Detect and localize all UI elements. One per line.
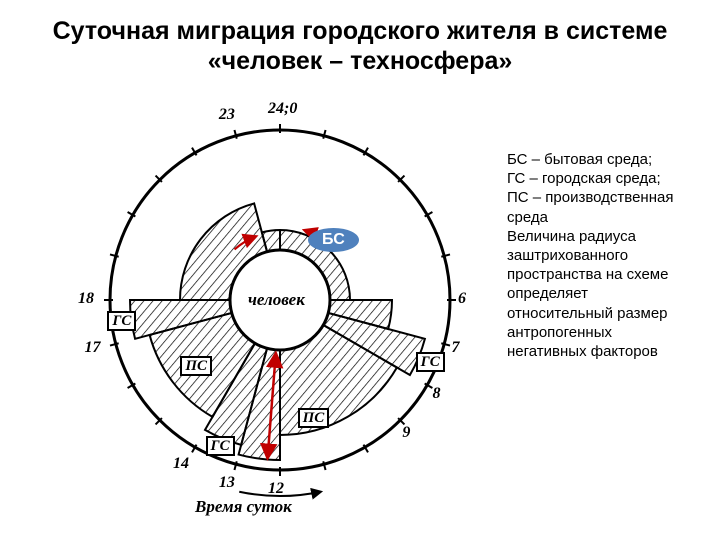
bs-badge: БС <box>308 228 359 252</box>
hour-label-12: 12 <box>268 480 284 498</box>
center-label: человек <box>248 290 305 310</box>
hour-label-17: 17 <box>84 339 100 357</box>
region-box-ПС-3: ПС <box>180 356 212 377</box>
region-box-ГС-2: ГС <box>206 436 235 457</box>
slide-title: Суточная миграция городского жителя в си… <box>40 16 680 76</box>
bs-badge-text: БС <box>322 231 345 248</box>
time-caption: Время суток <box>195 497 292 517</box>
slide: Суточная миграция городского жителя в си… <box>0 0 720 540</box>
hour-label-7: 7 <box>452 339 460 357</box>
hour-label-18: 18 <box>78 290 94 308</box>
clock-diagram: человек БС Время суток 24;06789121314171… <box>80 115 480 525</box>
hour-label-23: 23 <box>219 106 235 124</box>
hour-label-9: 9 <box>402 424 410 442</box>
hour-label-13: 13 <box>219 474 235 492</box>
region-box-ПС-1: ПС <box>298 408 330 429</box>
region-box-ГС-0: ГС <box>416 352 445 373</box>
diagram-svg <box>80 115 480 525</box>
hour-label-14: 14 <box>173 455 189 473</box>
legend-text: БС – бытовая среда;ГС – городская среда;… <box>507 150 682 361</box>
region-box-ГС-4: ГС <box>107 311 136 332</box>
hour-label-0: 24;0 <box>268 100 297 118</box>
hour-label-6: 6 <box>458 290 466 308</box>
hour-label-8: 8 <box>433 385 441 403</box>
